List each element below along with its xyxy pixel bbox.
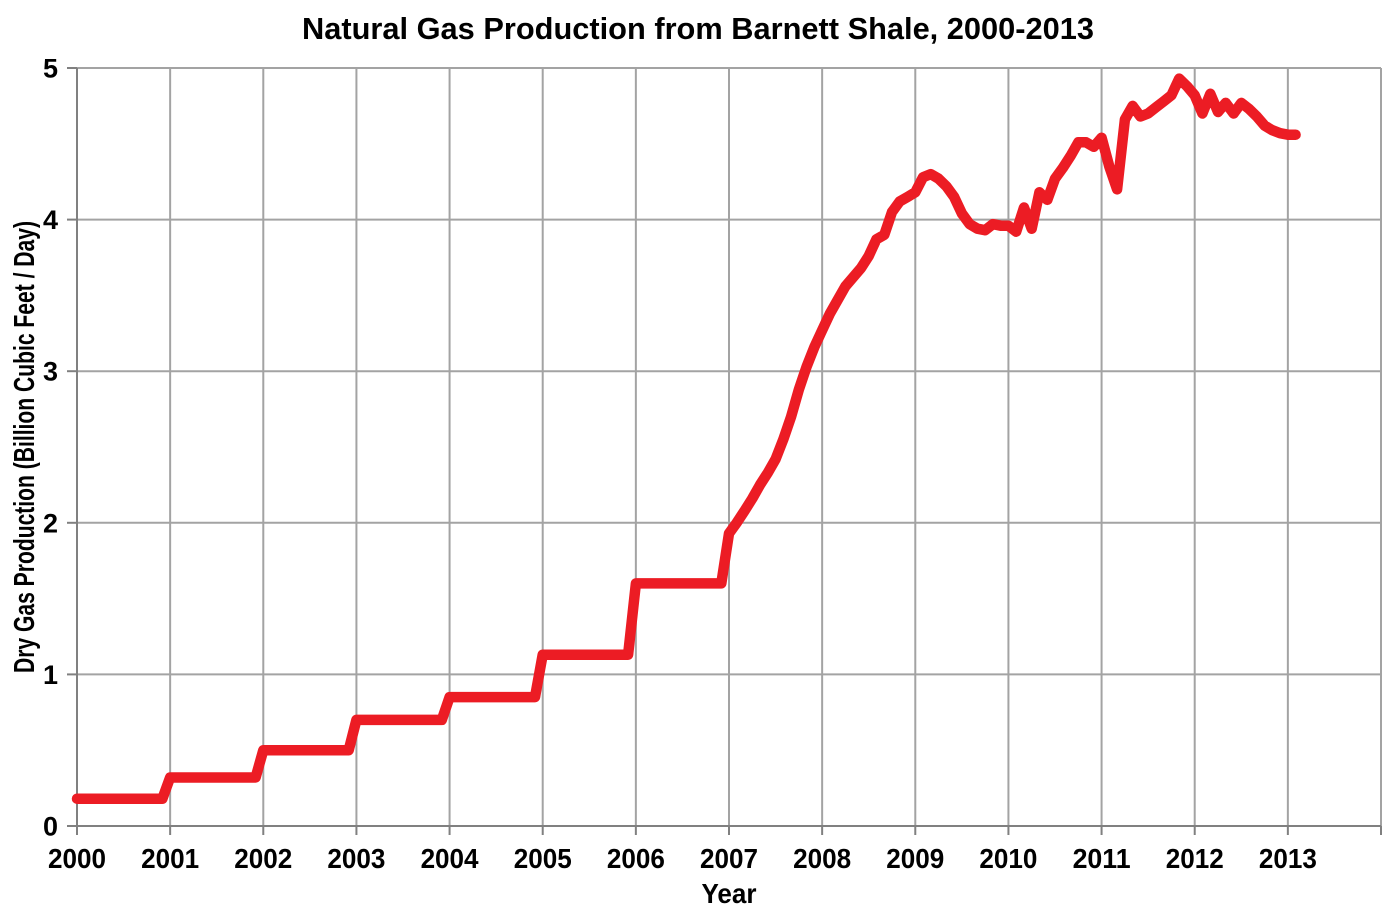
y-tick-label: 1 <box>43 660 58 690</box>
gridlines <box>76 67 1382 827</box>
x-tick-label: 2006 <box>607 843 665 874</box>
x-tick-label: 2004 <box>421 843 479 874</box>
x-tick-labels: 2000 2001 2002 2003 2004 2005 2006 2007 2008 2009… <box>48 843 1317 874</box>
y-tick-labels: 0 1 2 3 4 5 <box>43 54 58 842</box>
x-tick-label: 2000 <box>48 843 106 874</box>
x-tick-label: 2001 <box>141 843 199 874</box>
x-tick-label: 2008 <box>793 843 851 874</box>
x-tick-label: 2012 <box>1166 843 1224 874</box>
x-tick-label: 2013 <box>1259 843 1317 874</box>
x-tick-label: 2010 <box>979 843 1037 874</box>
y-tick-label: 4 <box>43 205 58 235</box>
y-tick-label: 2 <box>43 508 58 538</box>
x-tick-label: 2011 <box>1073 843 1131 874</box>
production-line <box>71 73 1301 804</box>
x-tick-label: 2005 <box>514 843 572 874</box>
x-tick-label: 2007 <box>700 843 758 874</box>
x-tick-label: 2009 <box>886 843 944 874</box>
chart-title: Natural Gas Production from Barnett Shal… <box>302 11 1094 46</box>
y-tick-label: 0 <box>43 812 58 842</box>
y-tick-label: 3 <box>43 357 58 387</box>
y-tick-label: 5 <box>43 54 58 84</box>
axis-lines <box>67 68 1381 827</box>
y-axis-title: Dry Gas Production (Billion Cubic Feet /… <box>9 221 41 673</box>
x-tick-label: 2003 <box>327 843 385 874</box>
x-tick-label: 2002 <box>234 843 292 874</box>
x-axis-title: Year <box>702 878 757 909</box>
